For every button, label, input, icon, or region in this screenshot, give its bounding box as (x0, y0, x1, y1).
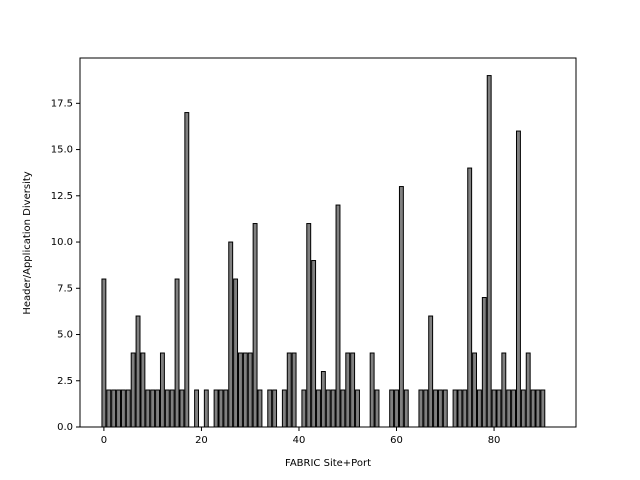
plot-frame (79, 57, 577, 428)
y-tick-label: 5.0 (57, 330, 73, 341)
bar (530, 389, 536, 428)
bar (467, 167, 473, 428)
x-tick-label: 40 (293, 435, 306, 446)
bar (164, 389, 170, 428)
bar (233, 278, 239, 428)
y-tick-label: 15.0 (51, 145, 73, 156)
bar (476, 389, 482, 428)
bar (486, 75, 492, 428)
bar (291, 352, 297, 428)
bar (179, 389, 185, 428)
bar (423, 389, 429, 428)
bar (515, 130, 521, 428)
bar (520, 389, 526, 428)
bar (223, 389, 229, 428)
y-tick-label: 10.0 (51, 237, 73, 248)
bar (238, 352, 243, 428)
bar (472, 352, 478, 428)
bar (428, 315, 434, 428)
bar (320, 371, 326, 428)
bar (106, 389, 112, 428)
bar (442, 389, 448, 428)
bar (350, 352, 356, 428)
bar (433, 389, 438, 428)
y-tick-label: 17.5 (51, 98, 73, 109)
bar (125, 389, 131, 428)
bar (345, 352, 351, 428)
bar (286, 352, 292, 428)
bar (369, 352, 375, 428)
bar (511, 389, 517, 428)
bar (311, 260, 317, 428)
bar (272, 389, 278, 428)
bar (150, 389, 156, 428)
bar (481, 297, 487, 428)
bar (301, 389, 307, 428)
bar (325, 389, 331, 428)
x-tick-label: 60 (390, 435, 403, 446)
bar (242, 352, 248, 428)
bar (130, 352, 136, 428)
bar (218, 389, 224, 428)
bar (462, 389, 468, 428)
bar (330, 389, 336, 428)
bar (194, 389, 200, 428)
y-tick-label: 2.5 (57, 376, 73, 387)
bar (491, 389, 497, 428)
bar (169, 389, 175, 428)
x-axis-label: FABRIC Site+Port (285, 458, 371, 469)
bar (525, 352, 531, 428)
bar (398, 186, 404, 428)
y-axis-label: Header/Application Diversity (22, 171, 33, 314)
bar (116, 389, 121, 428)
x-tick-label: 0 (101, 435, 107, 446)
x-tick-label: 20 (195, 435, 208, 446)
bar (140, 352, 146, 428)
bar (535, 389, 541, 428)
bar (267, 389, 273, 428)
y-tick-label: 12.5 (51, 191, 73, 202)
bar (281, 389, 287, 428)
bar (257, 389, 263, 428)
bar (335, 204, 341, 428)
bar (228, 241, 234, 428)
bar (252, 223, 258, 428)
y-tick-label: 7.5 (57, 283, 73, 294)
bar (145, 389, 151, 428)
bar (135, 315, 141, 428)
bar (394, 389, 399, 428)
bar (316, 389, 321, 428)
bar (506, 389, 512, 428)
bar (340, 389, 346, 428)
x-tick-label: 80 (488, 435, 501, 446)
bar (437, 389, 443, 428)
bar (184, 112, 190, 428)
bar (120, 389, 126, 428)
bar (374, 389, 380, 428)
bar (101, 278, 107, 428)
bar (496, 389, 502, 428)
bar (457, 389, 463, 428)
bar (418, 389, 424, 428)
bar (155, 389, 160, 428)
bar (355, 389, 360, 428)
bar (203, 389, 209, 428)
bar (403, 389, 409, 428)
bar (159, 352, 165, 428)
bar (540, 389, 546, 428)
bar (306, 223, 312, 428)
bar (389, 389, 395, 428)
bar (247, 352, 253, 428)
bar (452, 389, 458, 428)
bar (111, 389, 117, 428)
y-tick-label: 0.0 (57, 422, 73, 433)
bar (213, 389, 219, 428)
bar (174, 278, 180, 428)
bar (501, 352, 507, 428)
